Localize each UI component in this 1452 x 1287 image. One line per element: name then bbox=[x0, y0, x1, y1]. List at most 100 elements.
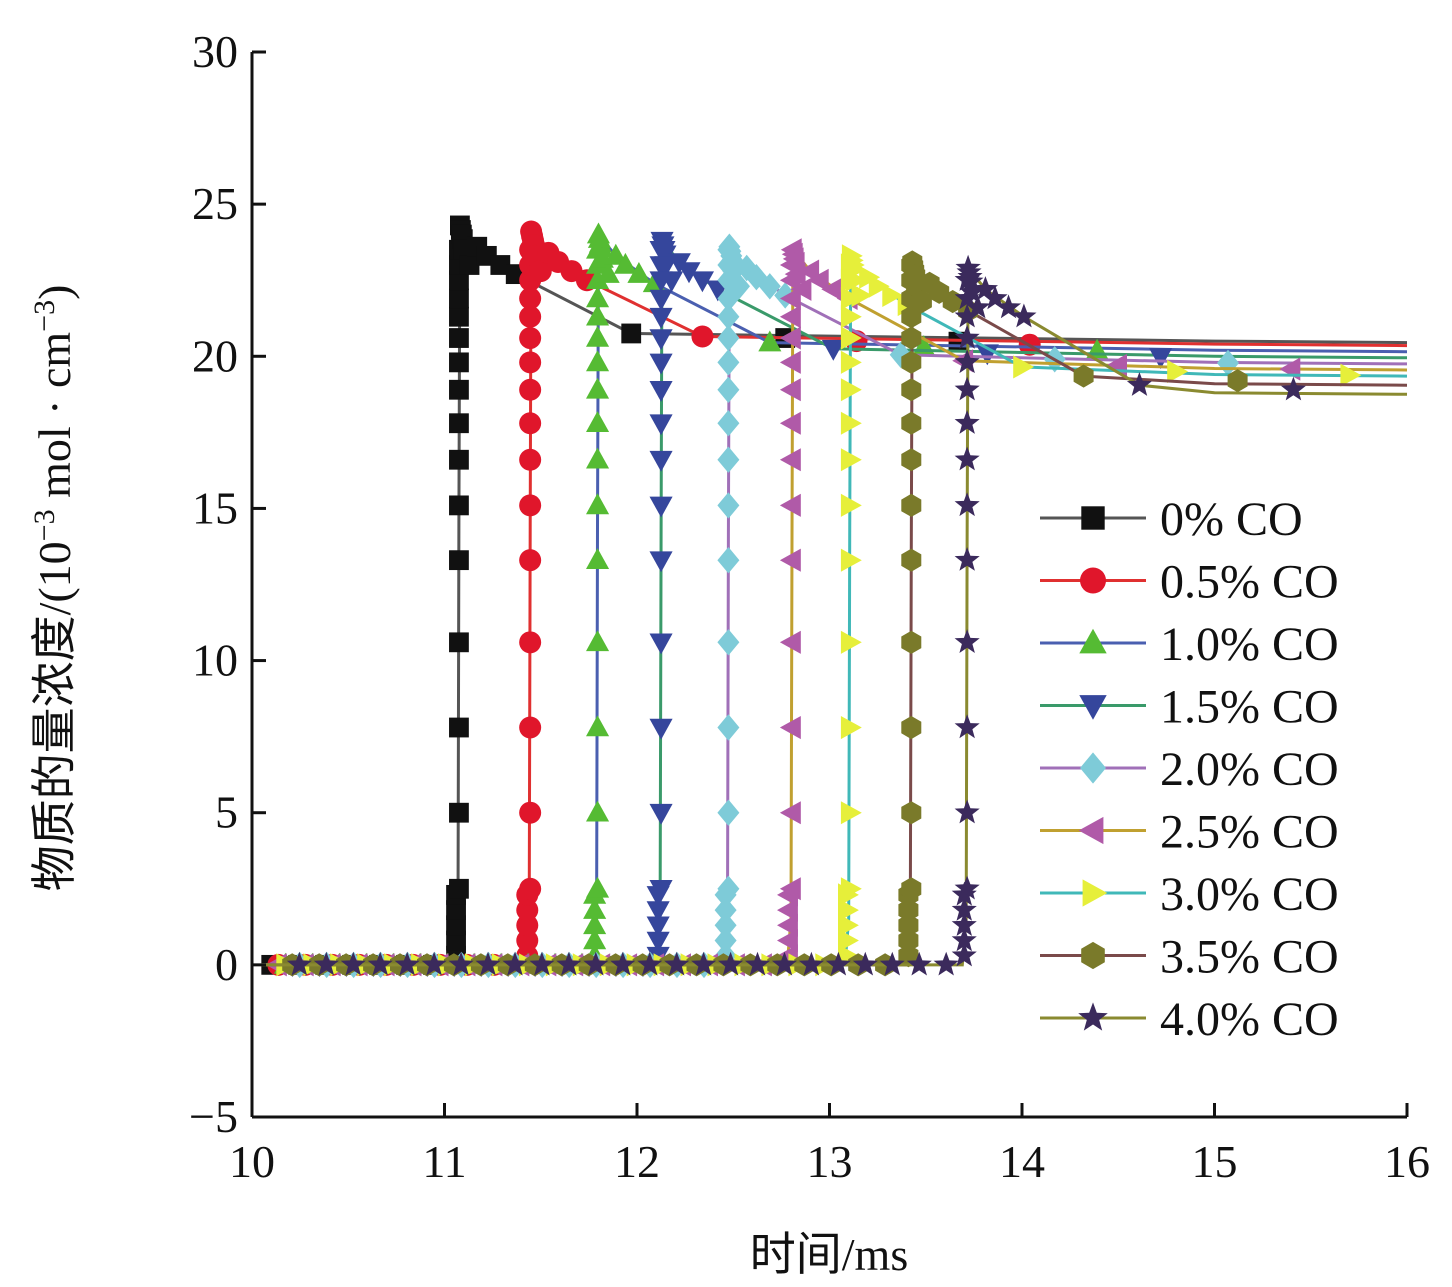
data-point bbox=[840, 877, 862, 901]
data-point bbox=[954, 349, 980, 374]
data-point bbox=[649, 381, 673, 402]
legend-marker bbox=[1078, 816, 1104, 845]
data-point bbox=[649, 450, 673, 472]
data-point bbox=[654, 256, 678, 278]
data-point bbox=[717, 547, 740, 574]
data-point bbox=[649, 414, 673, 436]
data-point bbox=[717, 875, 740, 902]
data-point bbox=[954, 875, 980, 900]
data-point bbox=[779, 716, 801, 740]
data-point bbox=[649, 289, 673, 311]
data-point bbox=[717, 376, 740, 403]
legend-label: 2.5% CO bbox=[1160, 806, 1339, 859]
data-point bbox=[821, 277, 843, 301]
data-point bbox=[596, 262, 620, 283]
data-point bbox=[1279, 357, 1301, 381]
data-point bbox=[649, 307, 673, 329]
data-point bbox=[604, 243, 628, 265]
data-point bbox=[649, 880, 673, 901]
data-point bbox=[972, 276, 998, 300]
data-point bbox=[313, 951, 339, 976]
data-point bbox=[529, 260, 552, 283]
data-point bbox=[516, 914, 539, 937]
y-title-exp1: −3 bbox=[28, 509, 61, 541]
data-point bbox=[718, 951, 744, 976]
data-point bbox=[901, 350, 922, 374]
data-point bbox=[714, 896, 737, 924]
data-point bbox=[954, 799, 980, 824]
data-point bbox=[367, 951, 393, 976]
data-point bbox=[449, 802, 469, 823]
data-point bbox=[649, 551, 673, 573]
data-point bbox=[954, 446, 980, 471]
data-point bbox=[954, 629, 980, 653]
legend-item: 0% CO bbox=[1040, 493, 1303, 546]
data-point bbox=[717, 349, 740, 376]
data-point bbox=[1126, 372, 1152, 396]
data-point bbox=[449, 717, 469, 738]
data-point bbox=[586, 350, 610, 372]
data-point bbox=[519, 631, 542, 654]
data-point bbox=[586, 715, 610, 737]
data-point bbox=[714, 927, 737, 954]
data-point bbox=[790, 277, 812, 301]
data-point bbox=[519, 549, 542, 572]
data-point bbox=[1149, 348, 1173, 369]
legend-item: 4.0% CO bbox=[1040, 993, 1339, 1046]
data-point bbox=[1340, 363, 1362, 387]
data-point bbox=[879, 951, 905, 976]
data-point bbox=[621, 323, 642, 344]
data-point bbox=[798, 951, 824, 976]
data-point bbox=[717, 303, 740, 330]
data-point bbox=[840, 378, 862, 402]
data-point bbox=[840, 326, 862, 350]
data-point bbox=[664, 951, 690, 976]
data-point bbox=[777, 898, 798, 922]
data-point bbox=[954, 303, 980, 328]
data-point bbox=[911, 290, 932, 314]
data-point bbox=[898, 929, 919, 953]
data-point bbox=[951, 912, 977, 936]
data-point bbox=[758, 330, 782, 352]
data-point bbox=[825, 951, 851, 976]
data-point bbox=[838, 913, 859, 937]
legend-item: 2.0% CO bbox=[1040, 743, 1339, 796]
series-6 bbox=[261, 244, 1408, 977]
data-point bbox=[660, 271, 684, 293]
data-point bbox=[653, 245, 677, 267]
legend-marker bbox=[1080, 752, 1106, 784]
data-point bbox=[845, 268, 867, 292]
data-point bbox=[779, 801, 801, 825]
data-point bbox=[519, 716, 542, 739]
data-point bbox=[586, 286, 610, 308]
data-point bbox=[779, 630, 801, 654]
data-point bbox=[717, 629, 740, 656]
data-point bbox=[286, 951, 312, 976]
data-point bbox=[583, 913, 607, 935]
data-point bbox=[901, 877, 922, 901]
data-point bbox=[758, 273, 781, 300]
data-point bbox=[779, 411, 801, 435]
data-point bbox=[717, 492, 740, 519]
data-point bbox=[951, 942, 977, 967]
series-markers bbox=[261, 215, 969, 975]
data-point bbox=[901, 378, 922, 402]
data-point bbox=[954, 547, 980, 571]
data-point bbox=[502, 951, 528, 976]
data-point bbox=[610, 951, 636, 976]
data-point bbox=[954, 410, 980, 434]
data-point bbox=[446, 930, 466, 951]
legend-label: 2.0% CO bbox=[1160, 743, 1339, 796]
data-point bbox=[646, 931, 670, 953]
data-point bbox=[779, 493, 801, 517]
data-point bbox=[446, 915, 466, 936]
data-point bbox=[519, 494, 542, 517]
data-point bbox=[779, 378, 801, 402]
series-markers bbox=[286, 254, 1306, 976]
legend-marker bbox=[1079, 695, 1107, 720]
data-point bbox=[449, 878, 469, 899]
y-tick-label: 0 bbox=[215, 939, 238, 990]
data-point bbox=[982, 285, 1008, 310]
data-point bbox=[1227, 369, 1248, 393]
x-ticks: 10 11 12 13 14 15 16 bbox=[229, 1103, 1430, 1187]
